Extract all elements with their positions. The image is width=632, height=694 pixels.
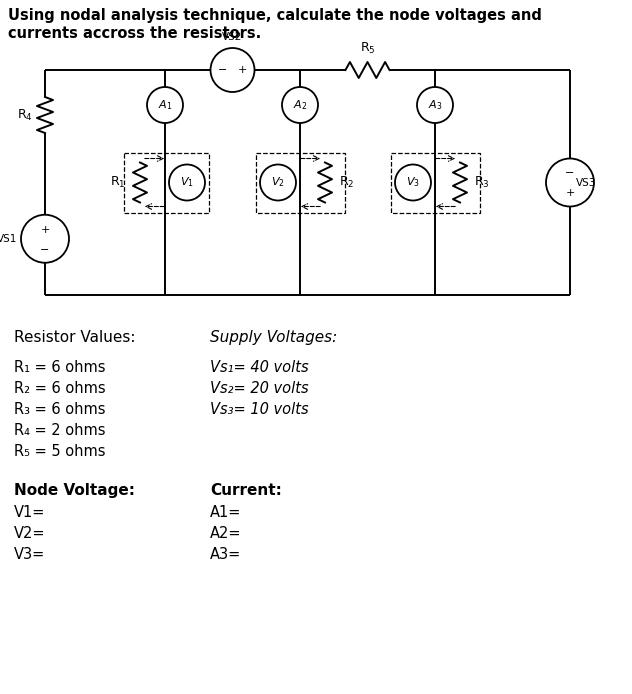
Text: Resistor Values:: Resistor Values: [14, 330, 135, 345]
Text: R$_2$: R$_2$ [339, 175, 355, 190]
Text: R₅ = 5 ohms: R₅ = 5 ohms [14, 444, 106, 459]
Text: V1=: V1= [14, 505, 46, 520]
Text: R$_1$: R$_1$ [111, 175, 126, 190]
Text: currents accross the resistors.: currents accross the resistors. [8, 26, 261, 41]
Text: −: − [218, 65, 228, 75]
Text: +: + [40, 225, 50, 235]
Text: R₃ = 6 ohms: R₃ = 6 ohms [14, 402, 106, 417]
Text: Vs₁= 40 volts: Vs₁= 40 volts [210, 360, 308, 375]
Text: Vs₂= 20 volts: Vs₂= 20 volts [210, 381, 308, 396]
Text: Current:: Current: [210, 483, 282, 498]
Circle shape [546, 158, 594, 207]
Text: A3=: A3= [210, 547, 241, 562]
Text: VS3: VS3 [576, 178, 597, 187]
Text: Vs₃= 10 volts: Vs₃= 10 volts [210, 402, 308, 417]
Bar [124, 153, 209, 212]
Text: −: − [565, 169, 574, 178]
Text: Supply Voltages:: Supply Voltages: [210, 330, 337, 345]
Circle shape [147, 87, 183, 123]
Text: R₂ = 6 ohms: R₂ = 6 ohms [14, 381, 106, 396]
Text: R$_5$: R$_5$ [360, 41, 375, 56]
Text: V2=: V2= [14, 526, 46, 541]
Text: R$_4$: R$_4$ [17, 108, 33, 123]
Text: +: + [238, 65, 247, 75]
Text: VS1: VS1 [0, 234, 17, 244]
Circle shape [210, 48, 255, 92]
Text: $A_2$: $A_2$ [293, 98, 307, 112]
Text: A2=: A2= [210, 526, 241, 541]
Text: Using nodal analysis technique, calculate the node voltages and: Using nodal analysis technique, calculat… [8, 8, 542, 23]
Circle shape [417, 87, 453, 123]
Text: VS2: VS2 [222, 32, 243, 42]
Circle shape [395, 164, 431, 201]
Circle shape [21, 214, 69, 263]
Text: Node Voltage:: Node Voltage: [14, 483, 135, 498]
Text: −: − [40, 244, 50, 255]
Bar [391, 153, 480, 212]
Text: V3=: V3= [14, 547, 46, 562]
Text: $V_2$: $V_2$ [271, 176, 285, 189]
Text: $A_1$: $A_1$ [158, 98, 172, 112]
Text: A1=: A1= [210, 505, 241, 520]
Circle shape [282, 87, 318, 123]
Circle shape [260, 164, 296, 201]
Text: +: + [565, 188, 574, 198]
Text: $V_1$: $V_1$ [180, 176, 194, 189]
Bar [256, 153, 345, 212]
Text: $A_3$: $A_3$ [428, 98, 442, 112]
Text: $V_3$: $V_3$ [406, 176, 420, 189]
Text: R$_3$: R$_3$ [474, 175, 490, 190]
Circle shape [169, 164, 205, 201]
Text: R₁ = 6 ohms: R₁ = 6 ohms [14, 360, 106, 375]
Text: R₄ = 2 ohms: R₄ = 2 ohms [14, 423, 106, 438]
